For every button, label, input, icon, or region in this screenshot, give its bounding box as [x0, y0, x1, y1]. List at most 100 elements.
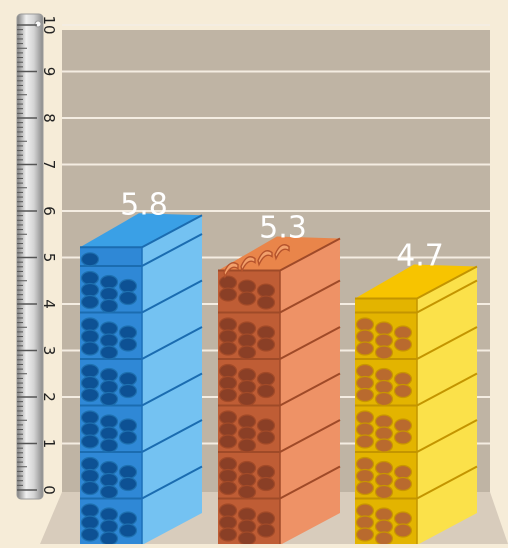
ruler-tick-label-7: 7	[40, 160, 58, 170]
brick-hole	[393, 523, 413, 538]
brick-hole	[80, 503, 100, 518]
brick-hole	[80, 270, 100, 286]
brick-hole	[355, 480, 375, 496]
brick-hole	[237, 291, 257, 306]
bar-top-face	[355, 264, 477, 299]
data-label-2: 5.3	[259, 211, 307, 246]
brick-hole	[218, 527, 238, 542]
data-label-3: 4.7	[396, 238, 444, 273]
brick-hole	[80, 329, 100, 344]
brick-hole	[218, 287, 238, 302]
brick-hole	[374, 345, 394, 360]
brick-mortar-line	[279, 279, 341, 314]
brick-hole	[355, 422, 375, 437]
brick-hole	[393, 337, 413, 352]
ruler-tick-label-9: 9	[40, 67, 58, 77]
brick-hole	[218, 410, 238, 425]
brick-hole	[374, 391, 394, 407]
brick-hole	[237, 345, 257, 360]
ruler-body	[16, 13, 44, 500]
brick-hole	[99, 484, 119, 500]
brick-hole	[256, 464, 276, 480]
brick-hole	[256, 383, 276, 399]
brick-hole	[237, 472, 257, 488]
brick-hole	[80, 317, 100, 332]
brick-hole	[355, 329, 375, 344]
bar-2: 5.3	[218, 211, 341, 546]
brick-hole	[256, 511, 276, 526]
brick-hole	[374, 531, 394, 546]
brick-groove	[223, 262, 239, 279]
brick-hole	[118, 290, 138, 306]
ruler-axis: 0 1 2 3 4 5 6 7 8 9 10	[16, 13, 58, 500]
brick-hole	[218, 275, 238, 290]
brick-hole	[99, 345, 119, 360]
brick-hole	[99, 472, 119, 488]
brick-hole	[374, 426, 394, 441]
brick-hole	[374, 507, 394, 522]
brick-hole	[374, 472, 394, 488]
brick-hole	[99, 333, 119, 348]
brick-hole	[80, 252, 100, 267]
brick-hole	[118, 523, 138, 538]
brick-hole	[218, 341, 238, 356]
brick-hole	[355, 410, 375, 425]
brick-hole	[80, 341, 100, 356]
brick-hole	[99, 286, 119, 302]
brick-hole	[80, 456, 100, 472]
brick-hole	[99, 379, 119, 395]
bar-1: 5.8	[80, 187, 203, 546]
brick-hole	[99, 391, 119, 407]
brick-hole	[355, 527, 375, 542]
ruler-tick-label-8: 8	[40, 113, 58, 123]
brick-mortar-line	[279, 326, 341, 360]
brick-hole	[374, 414, 394, 429]
bar-top-face	[80, 213, 202, 248]
brick-hole	[218, 515, 238, 530]
brick-hole	[118, 418, 138, 433]
brick-hole	[80, 282, 100, 298]
brick-hole	[80, 410, 100, 425]
brick-hole	[218, 503, 238, 518]
brick-hole	[218, 363, 238, 379]
brick-hole	[237, 460, 257, 476]
brick-groove	[274, 244, 290, 261]
brick-groove	[257, 250, 273, 267]
brick-mortar-line	[416, 372, 478, 407]
brick-hole	[237, 414, 257, 429]
brick-hole	[218, 468, 238, 484]
bar-series: 5.8 5.3 4.7	[80, 187, 478, 546]
brick-hole	[80, 515, 100, 530]
brick-mortar-line	[416, 326, 478, 360]
brick-hole	[118, 511, 138, 526]
brick-hole	[374, 367, 394, 383]
brick-hole	[355, 434, 375, 449]
brick-hole	[218, 329, 238, 344]
brick-mortar-line	[416, 279, 478, 314]
brick-mortar-line	[141, 279, 203, 314]
brick-mortar-line	[141, 372, 203, 407]
brick-mortar-line	[416, 465, 478, 500]
brick-hole	[237, 279, 257, 294]
brick-hole	[218, 387, 238, 403]
brick-mortar-line	[279, 237, 341, 272]
brick-hole	[355, 456, 375, 472]
ruler-tick-label-1: 1	[40, 439, 58, 449]
brick-hole	[237, 321, 257, 336]
ruler-tick-label-5: 5	[40, 253, 58, 263]
brick-hole	[374, 379, 394, 395]
brick-hole	[374, 333, 394, 348]
ruler-tick-label-6: 6	[40, 206, 58, 216]
brick-hole	[237, 531, 257, 546]
brick-mortar-line	[141, 465, 203, 500]
brick-hole	[118, 430, 138, 445]
brick-mortar-line	[141, 214, 203, 249]
brick-mortar-line	[141, 419, 203, 453]
bar-side-face	[280, 238, 340, 546]
bar-3: 4.7	[355, 238, 478, 546]
brick-hole	[218, 480, 238, 496]
brick-mortar-line	[416, 419, 478, 453]
brick-hole	[355, 363, 375, 379]
brick-hole	[256, 523, 276, 538]
brick-hole	[99, 438, 119, 453]
